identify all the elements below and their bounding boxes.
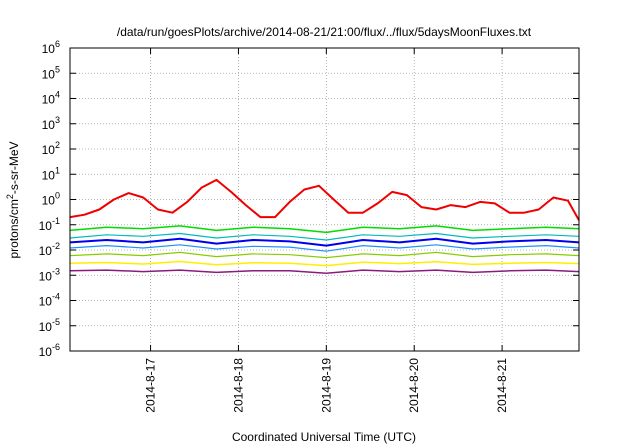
chart-title: /data/run/goesPlots/archive/2014-08-21/2…	[117, 25, 532, 39]
x-tick-label: 2014-8-18	[231, 358, 245, 413]
y-tick-label: 101	[42, 165, 60, 182]
y-axis-label-prefix: protons/cm	[7, 199, 21, 258]
y-tick-label: 104	[42, 90, 60, 107]
x-axis-label: Coordinated Universal Time (UTC)	[232, 430, 416, 444]
tick-layer	[70, 47, 579, 352]
series-line-1	[69, 178, 580, 221]
series-line-5	[69, 244, 580, 252]
series-line-4	[69, 237, 580, 247]
y-tick-label: 106	[42, 39, 60, 56]
x-tick-label: 2014-8-20	[407, 358, 421, 413]
y-tick-labels: 10-6 10-5 10-4 10-3 10-2 10-1 100 101 102 103 104 1…	[39, 39, 60, 359]
y-tick-label: 10-2	[39, 241, 60, 258]
y-tick-label: 103	[42, 115, 60, 132]
grid-layer	[70, 48, 579, 351]
x-tick-label: 2014-8-17	[144, 358, 158, 413]
series-line-7	[69, 260, 580, 267]
series-line-8	[69, 269, 580, 275]
series-line-2	[69, 225, 580, 234]
series-line-3	[69, 232, 580, 241]
y-tick-label: 10-4	[39, 292, 60, 309]
x-tick-label: 2014-8-21	[495, 358, 509, 413]
y-tick-label: 105	[42, 64, 60, 81]
y-tick-label: 10-6	[39, 342, 60, 359]
series-layer	[69, 178, 580, 275]
y-tick-label: 10-3	[39, 266, 60, 283]
series-line-6	[69, 251, 580, 259]
x-tick-labels: 2014-8-17 2014-8-18 2014-8-19 2014-8-20 2014…	[144, 358, 510, 413]
x-tick-label: 2014-8-19	[319, 358, 333, 413]
y-axis-label: protons/cm2-s-sr-MeV	[5, 141, 21, 258]
y-tick-label: 102	[42, 140, 60, 157]
y-axis-label-suffix: -s-sr-MeV	[7, 141, 21, 194]
y-tick-label: 10-5	[39, 317, 60, 334]
y-tick-label: 10-1	[39, 216, 60, 233]
y-tick-label: 100	[42, 191, 60, 208]
y-axis-label-sup: 2	[5, 194, 15, 199]
